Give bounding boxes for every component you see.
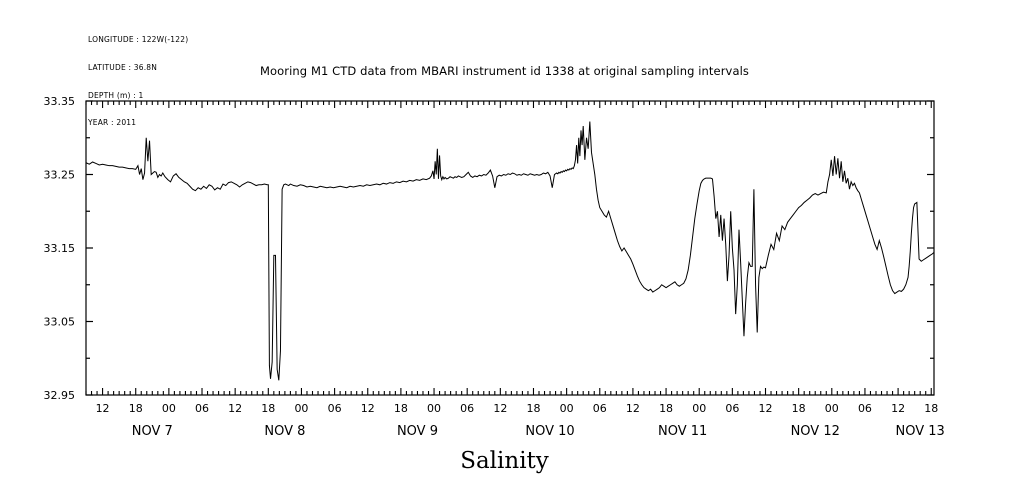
x-day-label: NOV 7 xyxy=(132,424,173,439)
x-tick-label: 18 xyxy=(924,402,938,415)
x-tick-label: 06 xyxy=(328,402,342,415)
x-tick-label: 12 xyxy=(96,402,110,415)
x-tick-label: 12 xyxy=(891,402,905,415)
x-day-label: NOV 12 xyxy=(791,424,840,439)
x-tick-label: 12 xyxy=(626,402,640,415)
plot-area: 33.35 33.25 33.15 33.05 32.95 12 18 00 06 12 18 00 0… xyxy=(44,95,945,439)
x-day-label: NOV 8 xyxy=(264,424,305,439)
x-tick-label: 06 xyxy=(725,402,739,415)
x-tick-label: 00 xyxy=(294,402,308,415)
y-tick-label: 33.15 xyxy=(44,242,76,255)
year-label: YEAR : 2011 xyxy=(88,118,137,128)
x-tick-label: 00 xyxy=(692,402,706,415)
x-tick-label: 06 xyxy=(195,402,209,415)
x-tick-label: 18 xyxy=(792,402,806,415)
x-day-label: NOV 10 xyxy=(525,424,574,439)
x-tick-label: 12 xyxy=(493,402,507,415)
x-tick-label: 18 xyxy=(659,402,673,415)
x-tick-label: 18 xyxy=(394,402,408,415)
y-tick-label: 32.95 xyxy=(44,389,76,402)
y-tick-label: 33.35 xyxy=(44,95,76,108)
depth-label: DEPTH (m) : 1 xyxy=(88,90,144,100)
x-tick-label: 12 xyxy=(228,402,242,415)
x-tick-label: 06 xyxy=(593,402,607,415)
salinity-data-line xyxy=(85,121,935,381)
x-tick-label: 00 xyxy=(427,402,441,415)
x-tick-label: 00 xyxy=(162,402,176,415)
longitude-label: LONGITUDE : 122W(-122) xyxy=(88,35,189,45)
x-tick-label: 12 xyxy=(759,402,773,415)
latitude-label: LATITUDE : 36.8N xyxy=(88,63,158,73)
x-day-label: NOV 11 xyxy=(658,424,707,439)
x-tick-label: 06 xyxy=(858,402,872,415)
x-axis-title: Salinity xyxy=(460,448,549,474)
plot-frame xyxy=(85,100,935,396)
station-metadata: LONGITUDE : 122W(-122) LATITUDE : 36.8N … xyxy=(88,17,188,146)
x-tick-label: 00 xyxy=(825,402,839,415)
y-tick-label: 33.25 xyxy=(44,169,76,182)
x-tick-label: 06 xyxy=(460,402,474,415)
x-tick-label: 18 xyxy=(261,402,275,415)
x-tick-label: 18 xyxy=(526,402,540,415)
x-day-label: NOV 9 xyxy=(397,424,438,439)
x-day-label: NOV 13 xyxy=(896,424,945,439)
x-tick-label: 12 xyxy=(361,402,375,415)
x-tick-label: 00 xyxy=(560,402,574,415)
y-tick-label: 33.05 xyxy=(44,316,76,329)
chart-title: Mooring M1 CTD data from MBARI instrumen… xyxy=(260,64,749,78)
x-tick-label: 18 xyxy=(129,402,143,415)
